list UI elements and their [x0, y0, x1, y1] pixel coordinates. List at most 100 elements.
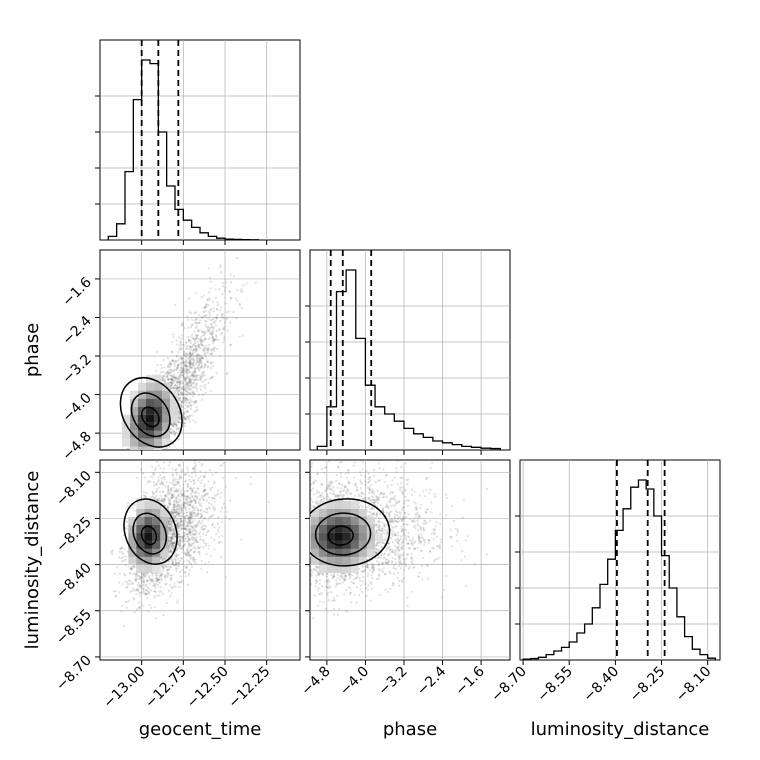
scatter-point — [170, 384, 173, 387]
scatter-point — [167, 488, 170, 491]
scatter-point — [117, 581, 121, 584]
scatter-point — [188, 478, 191, 481]
scatter-point — [195, 387, 199, 391]
scatter-point — [212, 339, 215, 342]
scatter-point — [118, 572, 121, 575]
y-tick-label: −8.25 — [53, 514, 95, 556]
scatter-point — [188, 524, 192, 527]
scatter-point — [199, 385, 202, 388]
scatter-point — [189, 381, 192, 384]
scatter-point — [155, 582, 158, 586]
scatter-point — [193, 378, 196, 381]
scatter-point — [138, 452, 140, 454]
scatter-point — [179, 344, 182, 347]
scatter-point — [143, 454, 145, 456]
scatter-point — [168, 522, 171, 526]
scatter-point — [175, 497, 178, 500]
scatter-point — [155, 494, 158, 498]
scatter-point — [183, 363, 187, 366]
scatter-point — [192, 374, 195, 377]
scatter-point — [147, 456, 149, 458]
scatter-point — [178, 580, 181, 584]
scatter-point — [192, 375, 195, 378]
scatter-point — [173, 515, 176, 518]
scatter-point — [208, 332, 211, 335]
scatter-point — [187, 382, 190, 385]
scatter-point — [228, 310, 231, 313]
scatter-point — [185, 554, 188, 558]
scatter-point — [176, 366, 179, 369]
scatter-point — [211, 375, 214, 378]
scatter-point — [186, 511, 189, 514]
scatter-point — [194, 370, 197, 373]
scatter-point — [129, 473, 131, 475]
scatter-point — [161, 490, 164, 494]
scatter-point — [166, 378, 170, 381]
scatter-point — [195, 536, 198, 539]
scatter-point — [167, 498, 170, 501]
scatter-point — [184, 355, 188, 359]
scatter-point — [158, 452, 160, 454]
scatter-point — [195, 400, 198, 403]
scatter-point — [173, 484, 177, 487]
scatter-point — [144, 592, 147, 595]
scatter-point — [215, 494, 218, 497]
scatter-point — [131, 506, 134, 510]
scatter-point — [202, 314, 205, 317]
scatter-point — [174, 561, 178, 565]
scatter-point — [162, 471, 165, 474]
scatter-point — [169, 497, 172, 500]
scatter-point — [174, 564, 177, 567]
scatter-point — [158, 450, 160, 452]
scatter-point — [125, 600, 128, 603]
scatter-point — [158, 581, 161, 584]
scatter-point — [183, 412, 186, 415]
scatter-point — [192, 354, 195, 358]
scatter-point — [158, 575, 161, 579]
scatter-point — [189, 347, 192, 350]
density-cell — [154, 398, 162, 407]
scatter-point — [146, 590, 150, 593]
scatter-point — [183, 543, 186, 546]
scatter-point — [188, 500, 191, 504]
scatter-point — [191, 374, 194, 377]
scatter-point — [180, 523, 183, 526]
scatter-point — [122, 559, 125, 562]
scatter-point — [173, 490, 176, 493]
scatter-point — [188, 503, 191, 506]
scatter-point — [162, 450, 164, 452]
scatter-point — [188, 522, 192, 525]
scatter-point — [197, 547, 200, 550]
scatter-point — [177, 564, 180, 567]
scatter-point — [195, 334, 198, 337]
scatter-point — [187, 516, 190, 519]
scatter-point — [169, 517, 172, 520]
scatter-point — [179, 381, 182, 384]
scatter-point — [156, 594, 159, 598]
scatter-point — [178, 515, 181, 518]
scatter-point — [187, 495, 190, 498]
scatter-point — [178, 382, 181, 385]
scatter-point — [177, 386, 180, 389]
scatter-point — [173, 432, 177, 435]
scatter-point — [160, 570, 163, 574]
scatter-point — [139, 454, 141, 456]
scatter-point — [174, 518, 178, 522]
scatter-point — [195, 376, 198, 379]
scatter-point — [189, 528, 192, 531]
scatter-point — [175, 425, 178, 428]
scatter-point — [167, 489, 170, 493]
scatter-point — [116, 474, 118, 476]
scatter-point — [188, 359, 191, 362]
scatter-point — [185, 497, 188, 500]
scatter-point — [189, 544, 192, 547]
scatter-point — [168, 365, 172, 369]
scatter-point — [211, 497, 214, 500]
scatter-point — [189, 531, 192, 534]
scatter-point — [176, 364, 179, 367]
scatter-point — [128, 465, 130, 467]
scatter-point — [196, 522, 199, 525]
scatter-point — [156, 578, 159, 582]
scatter-point — [180, 508, 183, 511]
scatter-point — [229, 297, 232, 300]
